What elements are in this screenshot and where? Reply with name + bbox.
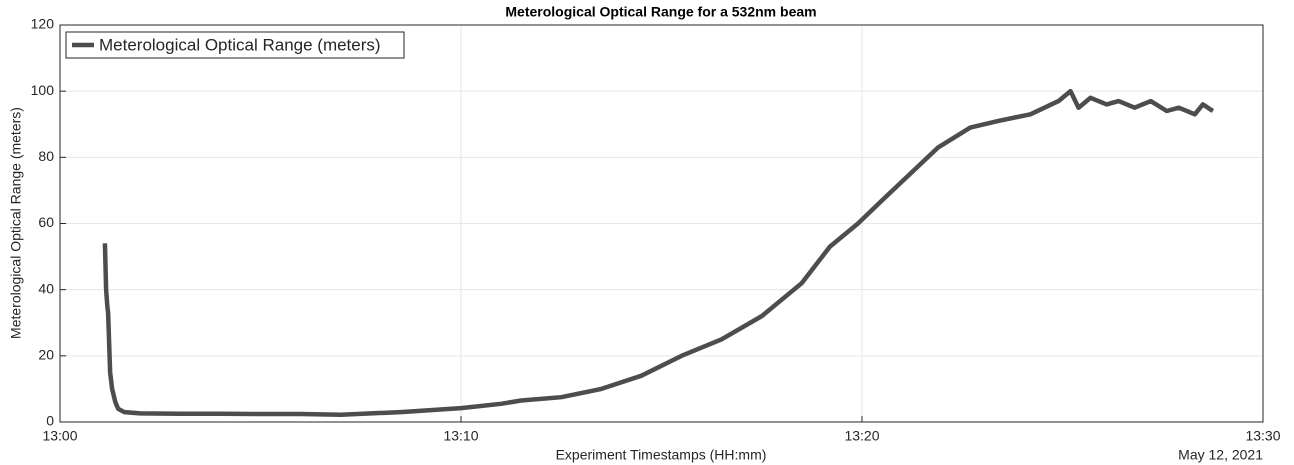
y-tick-label: 120 bbox=[31, 16, 55, 32]
x-secondary-label: May 12, 2021 bbox=[1178, 447, 1263, 463]
x-tick-label: 13:30 bbox=[1245, 428, 1280, 444]
y-tick-label: 20 bbox=[38, 347, 54, 363]
y-tick-label: 0 bbox=[46, 413, 54, 429]
y-tick-label: 40 bbox=[38, 280, 54, 296]
data-line bbox=[102, 88, 1215, 417]
y-tick-label: 60 bbox=[38, 214, 54, 230]
x-axis-label: Experiment Timestamps (HH:mm) bbox=[556, 447, 767, 463]
legend-label: Meterological Optical Range (meters) bbox=[99, 35, 381, 54]
y-axis-label: Meterological Optical Range (meters) bbox=[8, 107, 24, 339]
legend-box bbox=[65, 31, 405, 59]
x-tick-label: 13:00 bbox=[42, 428, 77, 444]
y-tick-label: 80 bbox=[38, 148, 54, 164]
plot-frame bbox=[59, 24, 1264, 423]
chart-title: Meterological Optical Range for a 532nm … bbox=[505, 4, 816, 20]
x-tick-label: 13:10 bbox=[443, 428, 478, 444]
x-tick-label: 13:20 bbox=[844, 428, 879, 444]
y-tick-label: 100 bbox=[31, 82, 55, 98]
